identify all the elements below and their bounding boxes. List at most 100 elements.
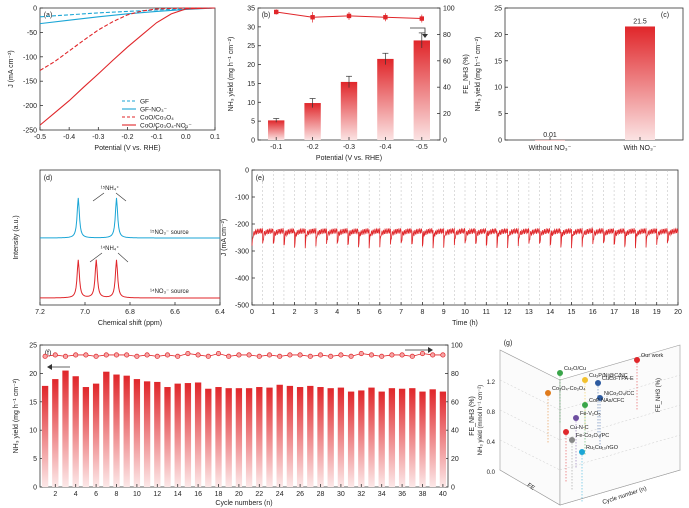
bar	[82, 387, 90, 487]
y-tick-label: 10	[494, 85, 502, 92]
fe-marker	[175, 353, 181, 359]
bar	[340, 81, 358, 140]
y-tick-label: 15	[247, 81, 255, 88]
scatter-point	[595, 380, 601, 386]
scatter-point	[569, 437, 575, 443]
bar	[413, 40, 430, 141]
y-tick-label: -300	[235, 249, 249, 256]
bar	[103, 371, 110, 487]
y-axis-label-right: FE_NH3 (%)	[469, 396, 476, 436]
y-tick-label: 5	[498, 111, 502, 118]
x-tick-label: 7	[399, 309, 403, 316]
y-tick-label: 20	[247, 62, 255, 69]
x-tick-label: 13	[525, 309, 533, 316]
panel-label-g: (g)	[504, 340, 513, 347]
series-line	[39, 7, 215, 71]
y-axis-label: J (mA cm⁻²)	[221, 219, 228, 257]
fe-marker	[226, 353, 232, 359]
fe-marker	[205, 353, 211, 359]
y-tick-label: -100	[235, 195, 249, 202]
x-tick-label: -0.2	[307, 144, 319, 151]
panel-label-d: (d)	[44, 175, 53, 182]
x-tick-label: 15	[568, 309, 576, 316]
bar	[194, 382, 202, 487]
x-tick-label: -0.5	[34, 134, 46, 141]
bar	[123, 375, 130, 487]
point-label: CuCo-TPA-E	[602, 376, 634, 382]
y-tick-label-right: 80	[451, 371, 459, 378]
fe-marker	[399, 352, 405, 358]
annot-arrow	[115, 192, 127, 202]
x-tick-label: With NO₃⁻	[624, 145, 657, 152]
bar	[41, 385, 49, 487]
x-axis-label: Potential (V vs. RHE)	[316, 155, 382, 162]
x-tick-label: -0.4	[379, 144, 391, 151]
x-tick-label: 32	[357, 491, 365, 498]
fe-marker	[440, 352, 446, 358]
point-label: Fe-V₂O₅	[580, 411, 601, 417]
right-arrowhead	[428, 347, 433, 353]
plot-frame	[504, 7, 684, 141]
y-tick-label: 10	[247, 100, 255, 107]
bar	[143, 381, 151, 487]
scatter-point	[634, 357, 640, 363]
y-tick-label-right: 60	[451, 399, 459, 406]
fe-arrow	[410, 27, 426, 36]
fe-marker	[328, 353, 334, 359]
peak-label-14N: ¹⁴NH₄⁺	[101, 245, 120, 252]
bar	[225, 388, 232, 487]
fe-marker	[358, 350, 364, 357]
x-tick-label: 14	[174, 491, 182, 498]
series-line	[39, 7, 216, 25]
series-label-15N: ¹⁵NO₃⁻ source	[150, 229, 189, 236]
legend-entry: CoO/Co₃O₄	[140, 115, 174, 122]
y-axis-label: FE	[526, 483, 536, 492]
x-tick-label: 20	[674, 309, 682, 316]
bar	[347, 391, 355, 487]
spectrum-15N	[39, 197, 221, 239]
x-tick-label: 0.1	[210, 134, 220, 141]
fe-marker	[62, 353, 69, 359]
panel-b: (b) 0 5 10 15 20 25 30 35 0 20 40 60 80 100 -0.1 -0.2 -0.…	[228, 6, 470, 163]
x-tick-label: 20	[235, 491, 243, 498]
y-tick-label-right: 20	[443, 111, 451, 118]
bar	[174, 383, 181, 487]
x-tick-label: 1	[271, 309, 275, 316]
panel-label-e: (e)	[256, 175, 265, 182]
bar	[409, 388, 416, 487]
y-tick-label-right: 80	[443, 32, 451, 39]
y-axis-label: NH₃ yield (mg h⁻¹ cm⁻²)	[475, 37, 482, 112]
y-tick-label-right: 100	[443, 6, 455, 13]
z-axis-label: NH₃ yield (mmol h⁻¹ cm⁻²)	[478, 385, 484, 455]
fe-marker	[346, 13, 352, 19]
x-tick-label: 12	[504, 309, 512, 316]
point-label: Ru₁Cu₁₀/rGO	[586, 445, 619, 451]
scatter-point	[557, 370, 563, 376]
y-tick-label: 15	[29, 399, 37, 406]
fe-marker	[287, 352, 293, 358]
point-label: Cu₂O/Cu	[564, 366, 586, 372]
grid-line	[499, 439, 561, 471]
bar	[337, 387, 345, 487]
annot-arrow	[117, 252, 129, 263]
fe-marker	[383, 15, 388, 20]
x-tick-label: 40	[439, 491, 447, 498]
x-tick-label: 18	[215, 491, 223, 498]
bar	[535, 139, 565, 141]
y-tick-label: -150	[23, 79, 37, 86]
x-tick-label: -0.3	[343, 144, 355, 151]
fe-marker	[419, 16, 424, 21]
fe-marker	[368, 352, 375, 358]
fe-marker	[277, 353, 283, 359]
y-tick-label: 0	[33, 6, 37, 13]
y-tick-label: 30	[247, 24, 255, 31]
panel-d: (d) 7.2 7.0 6.8 6.6 6.4 Chemical shift (ppm) In…	[13, 169, 225, 327]
x-tick-label: -0.2	[121, 134, 133, 141]
x-tick-label: 5	[357, 309, 361, 316]
legend-entry: GF	[140, 99, 149, 106]
bar	[419, 391, 426, 487]
bar	[276, 384, 283, 487]
fe-marker	[73, 352, 79, 358]
